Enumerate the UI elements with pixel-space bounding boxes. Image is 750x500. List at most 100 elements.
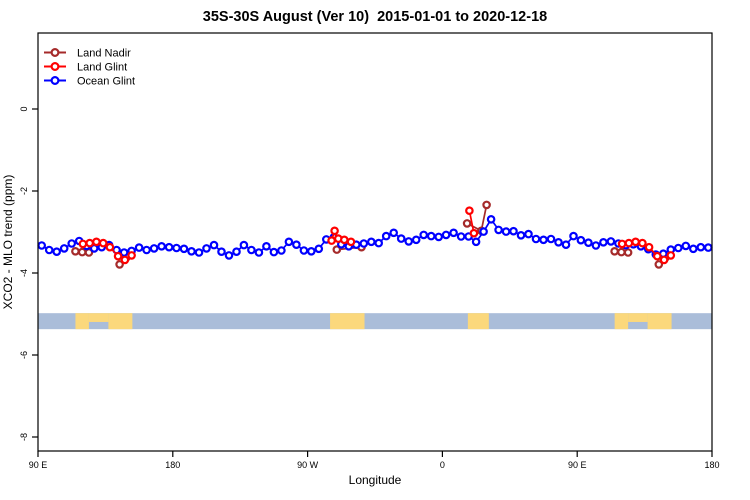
data-point [486,215,496,224]
data-point [306,247,316,256]
x-tick-label: 90 W [297,460,319,470]
data-point [299,246,309,255]
data-point [327,236,336,245]
data-point [194,248,204,257]
data-point [85,238,95,248]
chart-title: 35S-30S August (Ver 10) 2015-01-01 to 20… [202,9,548,25]
data-point [546,234,556,244]
data-point [172,243,181,253]
data-point [292,240,301,250]
data-point [434,232,444,242]
map-band-land [614,313,629,330]
data-point [623,248,633,257]
data-point [426,231,436,241]
data-point [404,237,414,246]
data-point [462,219,472,228]
data-point [509,226,518,236]
series-land-glint [78,206,676,265]
x-tick-label: 0 [440,460,445,470]
data-point [142,245,151,255]
series-land-nadir [71,200,670,269]
data-point [554,238,563,247]
data-point [516,231,526,240]
map-band [38,313,712,330]
data-point [666,251,676,260]
data-point [644,242,654,252]
data-point [576,235,586,245]
data-point [232,247,241,257]
data-point [269,247,279,257]
data-point [330,226,339,236]
data-point [179,244,189,254]
data-point [52,247,62,257]
data-point [149,244,159,253]
data-point [419,230,429,240]
map-band-land [647,313,672,330]
data-point [482,200,491,210]
data-point [494,225,503,235]
data-point [381,231,391,241]
map-band-ocean [38,313,712,330]
data-point [224,251,234,260]
y-axis-title: XCO2 - MLO trend (ppm) [1,175,15,310]
data-point [113,251,123,261]
data-point [92,237,101,247]
data-point [569,231,578,241]
data-point [599,238,608,247]
y-tick-label: -6 [19,351,29,359]
data-point [339,235,349,245]
data-point [115,260,124,269]
data-point [127,251,136,260]
legend-label: Land Nadir [77,47,131,59]
y-tick-label: 0 [19,106,29,111]
data-point [681,241,691,251]
data-point [314,244,324,254]
data-point [673,243,683,253]
x-axis: 90 E 180 90 W 0 90 E 180 Longitude [29,451,720,487]
data-point [209,240,219,250]
data-point [78,239,88,249]
data-point [696,242,706,252]
data-point [105,242,115,252]
data-point [332,245,342,254]
data-point [703,243,713,252]
data-point [659,255,669,265]
legend-marker [50,75,60,85]
data-point [524,229,533,239]
data-point [624,238,634,248]
y-tick-label: -8 [19,433,29,441]
map-band-land [88,313,109,322]
data-point [98,238,108,248]
map-band-land [628,313,648,322]
map-band-land [330,313,365,330]
legend-label: Land Glint [77,61,127,73]
x-tick-label: 90 E [29,460,48,470]
data-point [479,227,488,236]
data-point [441,230,451,240]
data-point [411,235,421,245]
data-point [202,244,211,253]
x-tick-label: 180 [165,460,180,470]
data-point [157,242,166,251]
data-point [465,206,474,216]
data-point [120,255,130,265]
data-point [654,260,664,269]
data-point [617,247,626,257]
data-point [471,237,481,247]
x-tick-label: 90 E [568,460,587,470]
data-point [688,244,698,254]
data-point [187,247,196,256]
data-point [366,237,376,247]
data-point [254,248,264,257]
data-point [449,228,458,238]
x-axis-title: Longitude [349,473,402,487]
data-point [591,241,601,250]
data-point [346,237,356,247]
data-point [164,242,174,252]
data-point [389,228,399,238]
data-point [610,247,619,256]
data-point [606,237,616,246]
data-point [134,243,144,252]
data-point [277,246,286,255]
